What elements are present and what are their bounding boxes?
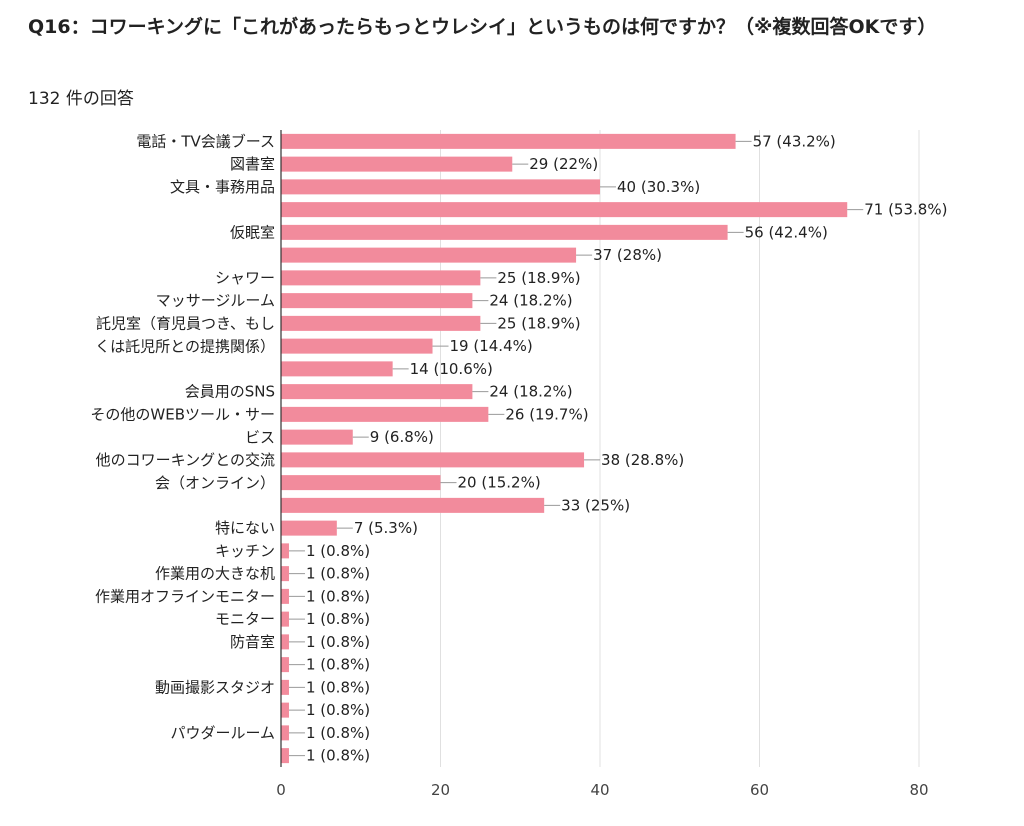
bar bbox=[281, 475, 441, 491]
bar bbox=[281, 406, 489, 422]
bars bbox=[281, 133, 848, 764]
category-label: シャワー bbox=[215, 269, 275, 287]
value-label: 33 (25%) bbox=[561, 496, 630, 514]
bar bbox=[281, 520, 337, 536]
chart-title: Q16：コワーキングに「これがあったらもっとウレシイ」というものは何ですか？（※… bbox=[28, 16, 937, 38]
value-label: 1 (0.8%) bbox=[306, 587, 370, 605]
bar bbox=[281, 202, 848, 218]
bar bbox=[281, 156, 513, 172]
value-label: 26 (19.7%) bbox=[505, 405, 588, 423]
category-label: マッサージルーム bbox=[156, 292, 275, 310]
bar bbox=[281, 634, 289, 650]
bar bbox=[281, 702, 289, 718]
category-label: 託児室（育児員つき、もし bbox=[96, 314, 275, 332]
category-label: 特にない bbox=[215, 519, 275, 537]
category-label: モニター bbox=[215, 610, 275, 628]
bar bbox=[281, 247, 577, 263]
bar bbox=[281, 588, 289, 604]
category-label: 図書室 bbox=[230, 155, 275, 173]
category-label: 他のコワーキングとの交流 bbox=[96, 451, 275, 469]
category-label: 作業用オフラインモニター bbox=[95, 587, 275, 605]
bar bbox=[281, 338, 433, 354]
bar bbox=[281, 429, 353, 445]
value-label: 1 (0.8%) bbox=[306, 747, 370, 765]
value-label: 38 (28.8%) bbox=[601, 451, 684, 469]
x-tick-label: 0 bbox=[276, 781, 286, 799]
category-label: パウダールーム bbox=[170, 724, 275, 742]
value-label: 1 (0.8%) bbox=[306, 542, 370, 560]
x-tick-label: 60 bbox=[750, 781, 769, 799]
bar bbox=[281, 566, 289, 582]
value-label: 37 (28%) bbox=[593, 246, 662, 264]
bar bbox=[281, 725, 289, 741]
category-label: 電話・TV会議ブース bbox=[136, 132, 275, 150]
bar bbox=[281, 133, 736, 149]
bar bbox=[281, 179, 600, 195]
category-label: 会員用のSNS bbox=[185, 383, 275, 401]
bar bbox=[281, 657, 289, 673]
value-label: 20 (15.2%) bbox=[458, 474, 541, 492]
category-label: その他のWEBツール・サー bbox=[90, 405, 275, 423]
bar bbox=[281, 384, 473, 400]
category-label: 会（オンライン） bbox=[155, 474, 275, 492]
x-tick-label: 80 bbox=[909, 781, 928, 799]
bar bbox=[281, 748, 289, 764]
category-label: 防音室 bbox=[230, 633, 275, 651]
x-tick-label: 20 bbox=[431, 781, 450, 799]
bar bbox=[281, 361, 393, 377]
value-label: 9 (6.8%) bbox=[370, 428, 434, 446]
value-label: 1 (0.8%) bbox=[306, 678, 370, 696]
bar bbox=[281, 543, 289, 559]
value-label: 40 (30.3%) bbox=[617, 178, 700, 196]
value-label: 56 (42.4%) bbox=[745, 223, 828, 241]
value-label: 57 (43.2%) bbox=[753, 132, 836, 150]
value-label: 19 (14.4%) bbox=[450, 337, 533, 355]
value-label: 1 (0.8%) bbox=[306, 610, 370, 628]
value-label: 25 (18.9%) bbox=[497, 269, 580, 287]
value-label: 1 (0.8%) bbox=[306, 633, 370, 651]
value-label: 71 (53.8%) bbox=[864, 201, 947, 219]
bar bbox=[281, 611, 289, 627]
x-tick-label: 40 bbox=[590, 781, 609, 799]
value-label: 14 (10.6%) bbox=[410, 360, 493, 378]
x-axis-ticks: 0 20 40 60 80 bbox=[276, 781, 928, 799]
value-label: 1 (0.8%) bbox=[306, 656, 370, 674]
value-label: 29 (22%) bbox=[529, 155, 598, 173]
bar bbox=[281, 270, 481, 286]
value-label: 1 (0.8%) bbox=[306, 701, 370, 719]
value-label: 24 (18.2%) bbox=[489, 383, 572, 401]
category-label: 作業用の大きな机 bbox=[155, 565, 275, 583]
category-labels: 電話・TV会議ブース図書室文具・事務用品仮眠室シャワーマッサージルーム託児室（育… bbox=[90, 132, 275, 742]
bar bbox=[281, 315, 481, 331]
bar bbox=[281, 679, 289, 695]
value-label: 7 (5.3%) bbox=[354, 519, 418, 537]
category-label: 動画撮影スタジオ bbox=[155, 678, 275, 696]
value-label: 24 (18.2%) bbox=[489, 292, 572, 310]
bar bbox=[281, 497, 545, 513]
value-label: 1 (0.8%) bbox=[306, 724, 370, 742]
category-label: ビス bbox=[245, 428, 275, 446]
category-label: 仮眠室 bbox=[230, 223, 275, 241]
category-label: くは託児所との提携関係） bbox=[95, 337, 275, 355]
category-label: 文具・事務用品 bbox=[170, 178, 275, 196]
value-label: 25 (18.9%) bbox=[497, 314, 580, 332]
bar bbox=[281, 293, 473, 309]
bar bbox=[281, 224, 728, 240]
value-label: 1 (0.8%) bbox=[306, 565, 370, 583]
bar bbox=[281, 452, 585, 468]
response-count: 132 件の回答 bbox=[28, 89, 134, 109]
value-labels: 57 (43.2%) 29 (22%) 40 (30.3%) 71 (53.8%) 56… bbox=[288, 132, 947, 765]
category-label: キッチン bbox=[215, 542, 275, 560]
